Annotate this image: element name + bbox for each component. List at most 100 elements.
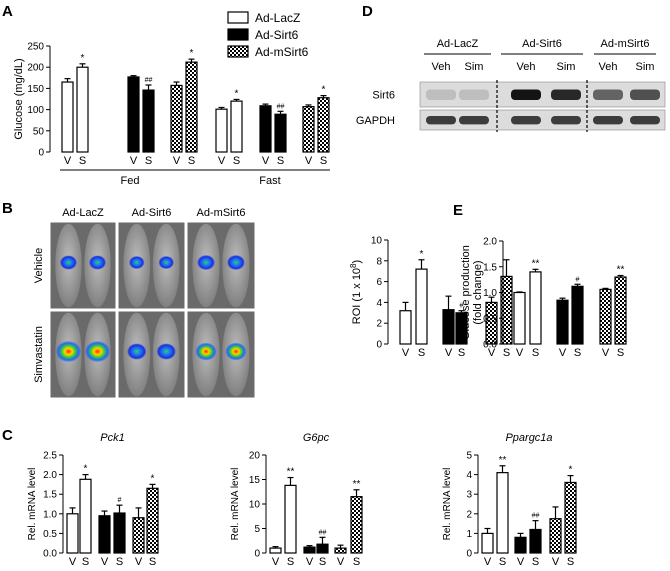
blot-lane-label: Sim xyxy=(557,61,576,73)
x-tick-label: S xyxy=(567,556,574,568)
bar xyxy=(66,513,79,554)
blot-lane-label: Veh xyxy=(432,61,451,73)
legend-swatch xyxy=(227,11,249,24)
panel-label-b: B xyxy=(2,200,13,217)
y-axis-label: Rel. mRNA level xyxy=(442,468,453,541)
y-tick-label: 2.0 xyxy=(43,470,57,481)
y-tick-label: 6 xyxy=(376,277,382,288)
significance-mark: ** xyxy=(287,467,295,478)
x-tick-label: S xyxy=(532,347,539,359)
group-label-fed: Fed xyxy=(121,175,140,187)
y-tick-label: 4 xyxy=(376,298,382,309)
significance-mark: * xyxy=(235,88,239,99)
y-axis-label-line: (fold change) xyxy=(472,260,484,324)
y-tick-label: 0.5 xyxy=(483,314,497,325)
bar xyxy=(496,472,509,554)
western-blot: Ad-LacZ Ad-Sirt6 Ad-mSirt6 Veh Sim Veh Sim Veh S… xyxy=(356,38,666,132)
blot-strip xyxy=(419,109,666,131)
image-border xyxy=(49,310,117,399)
bar xyxy=(113,512,126,554)
luminescence-spot xyxy=(195,342,217,361)
x-tick-label: S xyxy=(116,556,123,568)
bar xyxy=(76,66,89,153)
bar xyxy=(556,299,569,345)
blot-strip xyxy=(419,81,666,108)
y-tick-label: 0.0 xyxy=(43,549,57,560)
image-border xyxy=(117,221,186,310)
luminescence-spot xyxy=(128,255,145,270)
blot-band xyxy=(511,89,541,100)
bar xyxy=(529,528,542,554)
x-tick-label: V xyxy=(306,556,314,568)
y-tick-label: 0 xyxy=(38,148,44,159)
luminescence-spot xyxy=(84,340,111,363)
x-tick-label: V xyxy=(173,155,181,167)
bar xyxy=(230,100,243,153)
y-tick-label: 2 xyxy=(466,509,472,520)
x-tick-label: S xyxy=(233,155,240,167)
significance-mark: ** xyxy=(532,258,540,269)
y-axis-label: Rel. mRNA level xyxy=(27,468,38,541)
panel-label-a: A xyxy=(2,3,13,20)
x-tick-label: V xyxy=(445,347,453,359)
y-tick-label: 0 xyxy=(254,549,260,560)
y-tick-label: 250 xyxy=(27,42,44,53)
blot-lane-label: Veh xyxy=(599,61,618,73)
y-axis-label: ROI (1 x 108) xyxy=(349,260,363,324)
x-tick-label: V xyxy=(337,556,345,568)
blot-band xyxy=(630,116,660,125)
significance-mark: # xyxy=(460,303,464,310)
y-tick-label: 100 xyxy=(27,105,44,116)
blot-band xyxy=(630,89,660,100)
x-tick-label: S xyxy=(532,556,539,568)
blot-band xyxy=(459,89,489,100)
blot-band xyxy=(511,116,541,125)
y-tick-label: 10 xyxy=(371,236,383,247)
bar xyxy=(514,536,527,554)
legend-swatch xyxy=(227,45,249,58)
legend-label: Ad-mSirt6 xyxy=(255,45,309,59)
image-column-label: Ad-mSirt6 xyxy=(197,207,246,219)
y-tick-label: 5 xyxy=(254,524,260,535)
y-tick-label: 2.0 xyxy=(483,237,497,248)
bar xyxy=(334,547,347,554)
significance-mark: ** xyxy=(499,455,507,466)
luminescence-spot xyxy=(88,255,107,270)
bar xyxy=(599,288,612,345)
chart-title: Ppargc1a xyxy=(505,432,552,444)
significance-mark: # xyxy=(576,276,580,283)
luminescence-spot xyxy=(126,343,147,360)
y-tick-label: 5 xyxy=(466,451,472,462)
y-tick-label: 1.0 xyxy=(483,288,497,299)
x-tick-label: V xyxy=(305,155,313,167)
x-tick-label: S xyxy=(574,347,581,359)
y-tick-label: 0 xyxy=(376,340,382,351)
image-border xyxy=(186,310,256,399)
x-tick-label: V xyxy=(130,155,138,167)
bar xyxy=(316,543,329,554)
x-tick-label: V xyxy=(262,155,270,167)
x-tick-label: S xyxy=(499,556,506,568)
significance-mark: ## xyxy=(532,513,540,520)
x-tick-label: V xyxy=(135,556,143,568)
bar xyxy=(170,84,183,153)
y-axis-label: Rel. mRNA level xyxy=(230,468,241,541)
blot-band xyxy=(426,116,456,125)
y-tick-label: 20 xyxy=(249,451,261,462)
x-tick-label: S xyxy=(353,556,360,568)
x-tick-label: V xyxy=(218,155,226,167)
significance-mark: ## xyxy=(277,103,285,110)
y-tick-label: 2.5 xyxy=(43,451,57,462)
blot-band xyxy=(593,116,623,125)
luminescence-spot xyxy=(158,255,175,270)
blot-band xyxy=(551,89,581,100)
x-tick-label: V xyxy=(101,556,109,568)
blot-row-label: Sirt6 xyxy=(372,90,395,102)
legend-swatch xyxy=(227,28,249,41)
bar xyxy=(500,275,513,345)
significance-mark: * xyxy=(420,249,424,260)
bar xyxy=(571,285,584,345)
y-tick-label: 1.5 xyxy=(43,490,57,501)
legend-label: Ad-Sirt6 xyxy=(255,28,299,42)
